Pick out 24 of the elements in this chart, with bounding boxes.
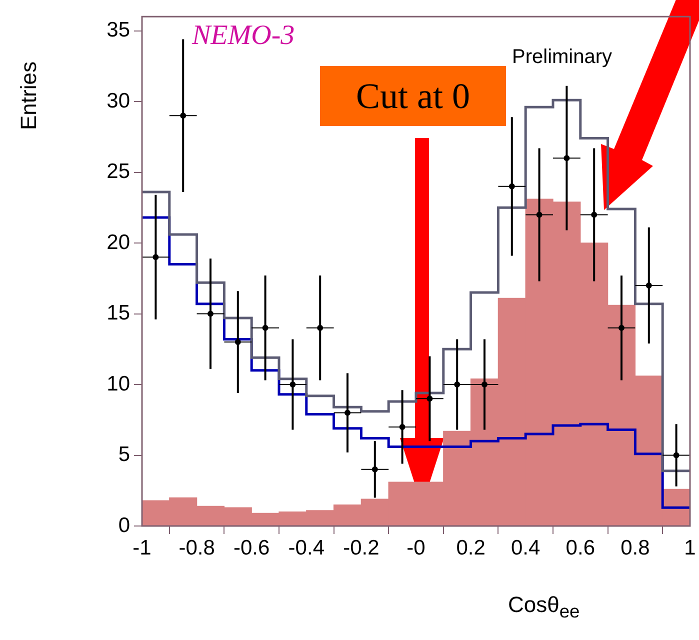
annotation: Cut at 0 — [320, 66, 506, 126]
y-tick-label: 15 — [106, 302, 130, 325]
x-tick-label: -0.4 — [288, 536, 325, 560]
y-tick-label: 35 — [106, 18, 130, 42]
x-tick-label: -1 — [132, 536, 152, 560]
x-axis-title: Cosθ$_{ee}$ — [508, 592, 580, 622]
x-tick-label: -0.8 — [178, 536, 215, 560]
x-tick-label: 0.8 — [620, 536, 650, 560]
y-tick-label: 20 — [106, 230, 130, 254]
y-tick-label: 10 — [106, 372, 130, 396]
x-tick-label: -0 — [406, 536, 426, 560]
y-axis-title: Entries — [16, 62, 42, 130]
x-tick-label: 0.6 — [566, 536, 595, 560]
x-tick-label: -0.6 — [234, 536, 270, 560]
y-tick-label: 0 — [118, 514, 130, 537]
x-tick-label: -0.2 — [343, 536, 380, 560]
y-tick-label: 5 — [118, 443, 130, 466]
x-tick-label: 0.2 — [456, 536, 486, 560]
x-tick-label: 1 — [684, 536, 696, 560]
annotation: NEMO-3 — [192, 20, 295, 52]
x-tick-label: 0.4 — [511, 536, 541, 560]
y-tick-label: 25 — [106, 160, 130, 184]
annotation: Preliminary — [512, 46, 612, 69]
y-tick-label: 30 — [106, 89, 130, 112]
